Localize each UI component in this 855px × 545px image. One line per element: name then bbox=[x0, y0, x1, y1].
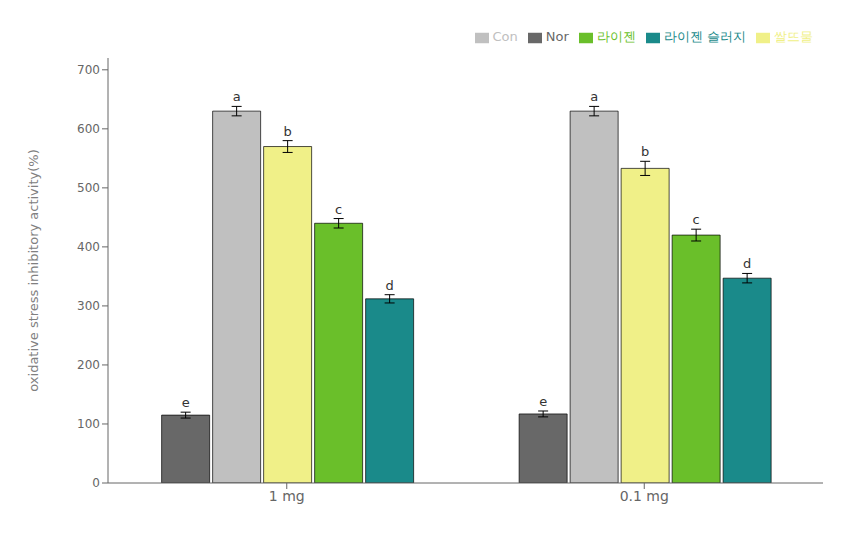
svg-text:1 mg: 1 mg bbox=[269, 488, 305, 504]
svg-text:400: 400 bbox=[77, 240, 100, 254]
svg-text:c: c bbox=[335, 202, 342, 217]
html-text:라이젠: 라이젠 bbox=[596, 29, 636, 44]
svg-text:b: b bbox=[641, 144, 649, 159]
svg-text:200: 200 bbox=[77, 358, 100, 372]
svg-text:500: 500 bbox=[77, 181, 100, 195]
svg-text:a: a bbox=[233, 89, 241, 104]
svg-text:0.1 mg: 0.1 mg bbox=[620, 488, 669, 504]
svg-text:b: b bbox=[283, 124, 291, 139]
html-text:쌀뜨물: 쌀뜨물 bbox=[774, 29, 813, 44]
svg-text:700: 700 bbox=[77, 63, 100, 77]
svg-text:a: a bbox=[590, 89, 598, 104]
svg-text:d: d bbox=[385, 278, 393, 293]
svg-text:e: e bbox=[182, 395, 190, 410]
svg-text:d: d bbox=[743, 256, 751, 271]
html-text:Con: Con bbox=[492, 29, 518, 44]
svg-text:600: 600 bbox=[77, 122, 100, 136]
svg-text:100: 100 bbox=[77, 417, 100, 431]
svg-text:0: 0 bbox=[92, 476, 100, 490]
html-text:라이젠 슬러지: 라이젠 슬러지 bbox=[663, 29, 746, 44]
svg-text:e: e bbox=[539, 394, 547, 409]
html-text:Nor: Nor bbox=[545, 29, 569, 44]
svg-text:oxidative stress inhibitory ac: oxidative stress inhibitory activity(%) bbox=[26, 149, 41, 391]
svg-text:300: 300 bbox=[77, 299, 100, 313]
svg-text:c: c bbox=[693, 212, 700, 227]
